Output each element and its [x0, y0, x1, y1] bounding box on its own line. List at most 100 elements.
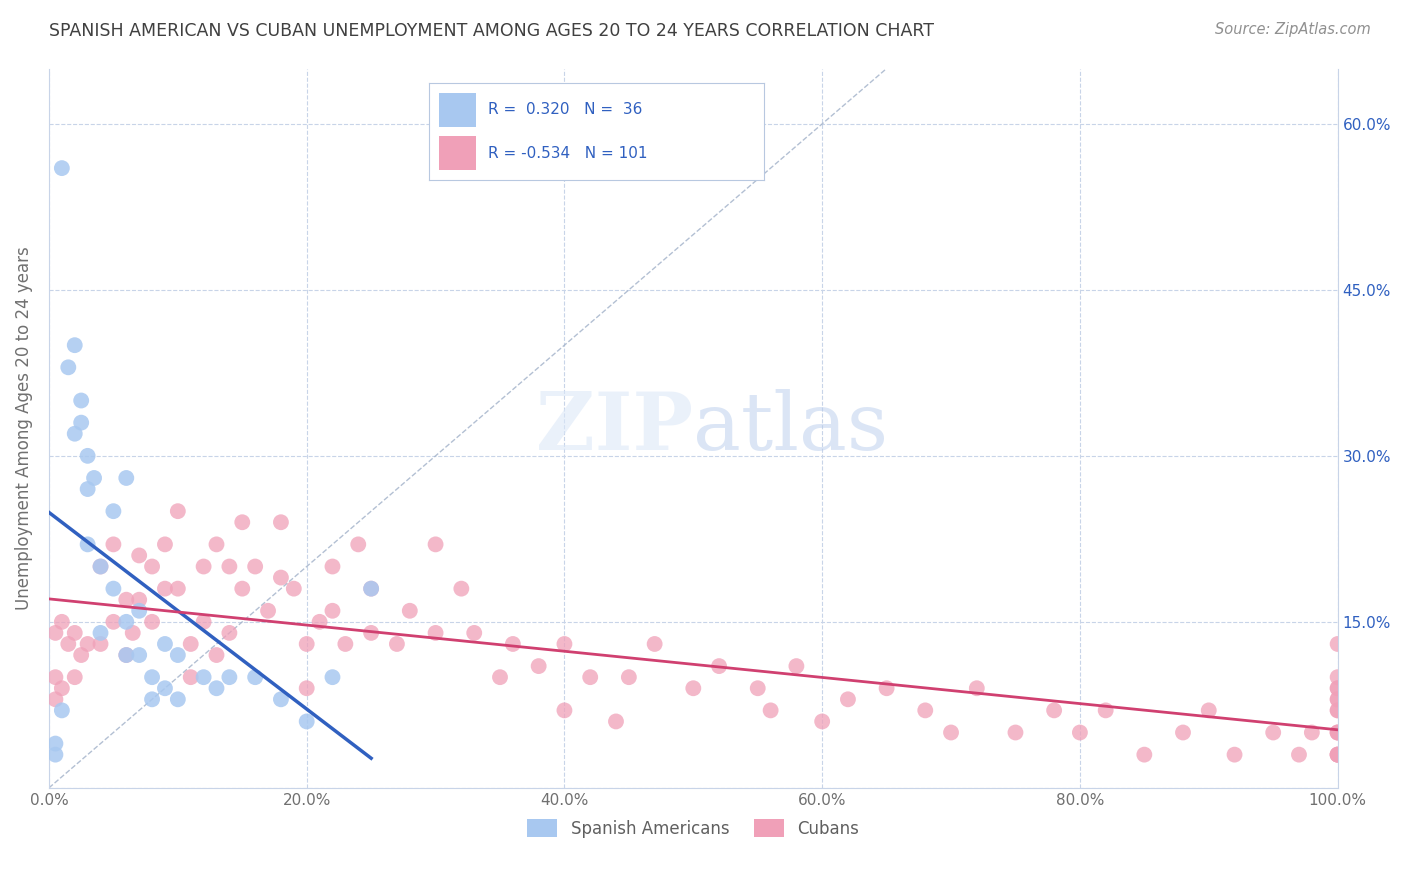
Point: [1326, 692, 1348, 706]
Point: [76, 537, 98, 551]
Point: [579, 670, 602, 684]
Point: [811, 714, 834, 729]
Point: [44, 626, 66, 640]
Point: [553, 703, 575, 717]
Point: [70, 416, 93, 430]
Point: [153, 681, 176, 696]
Point: [243, 670, 266, 684]
Point: [283, 582, 305, 596]
Point: [180, 637, 202, 651]
Point: [44, 670, 66, 684]
Point: [876, 681, 898, 696]
Point: [295, 637, 318, 651]
Point: [270, 571, 292, 585]
Point: [63, 626, 86, 640]
Point: [243, 559, 266, 574]
Point: [58, 637, 80, 651]
Point: [205, 681, 228, 696]
Point: [257, 604, 280, 618]
Point: [58, 360, 80, 375]
Point: [295, 714, 318, 729]
Point: [1326, 747, 1348, 762]
Point: [1326, 703, 1348, 717]
Point: [425, 626, 447, 640]
Point: [295, 681, 318, 696]
Point: [51, 615, 73, 629]
Point: [166, 648, 188, 662]
Point: [141, 670, 163, 684]
Point: [1171, 725, 1194, 739]
Point: [527, 659, 550, 673]
Point: [321, 604, 343, 618]
Text: atlas: atlas: [693, 389, 889, 467]
Point: [205, 648, 228, 662]
Point: [115, 648, 138, 662]
Point: [360, 582, 382, 596]
Text: SPANISH AMERICAN VS CUBAN UNEMPLOYMENT AMONG AGES 20 TO 24 YEARS CORRELATION CHA: SPANISH AMERICAN VS CUBAN UNEMPLOYMENT A…: [49, 22, 934, 40]
Point: [1198, 703, 1220, 717]
Point: [128, 549, 150, 563]
Point: [1133, 747, 1156, 762]
Point: [682, 681, 704, 696]
Point: [115, 648, 138, 662]
Point: [966, 681, 988, 696]
Point: [166, 692, 188, 706]
Point: [360, 582, 382, 596]
Point: [70, 648, 93, 662]
Point: [115, 615, 138, 629]
Point: [270, 692, 292, 706]
Point: [76, 482, 98, 496]
Point: [141, 615, 163, 629]
Y-axis label: Unemployment Among Ages 20 to 24 years: Unemployment Among Ages 20 to 24 years: [15, 246, 32, 610]
Point: [193, 615, 215, 629]
Point: [1326, 725, 1348, 739]
Point: [837, 692, 859, 706]
Point: [1326, 637, 1348, 651]
Point: [398, 604, 420, 618]
Point: [1094, 703, 1116, 717]
Point: [605, 714, 627, 729]
Point: [89, 559, 111, 574]
Point: [103, 615, 125, 629]
Text: ZIP: ZIP: [536, 389, 693, 467]
Point: [1223, 747, 1246, 762]
Point: [308, 615, 330, 629]
Point: [1288, 747, 1310, 762]
Point: [450, 582, 472, 596]
Point: [321, 559, 343, 574]
Point: [1326, 725, 1348, 739]
Text: Source: ZipAtlas.com: Source: ZipAtlas.com: [1215, 22, 1371, 37]
Point: [51, 681, 73, 696]
Point: [128, 604, 150, 618]
Point: [103, 537, 125, 551]
Point: [89, 626, 111, 640]
Point: [218, 670, 240, 684]
Point: [44, 747, 66, 762]
Point: [321, 670, 343, 684]
Point: [89, 637, 111, 651]
Point: [193, 559, 215, 574]
Point: [1069, 725, 1091, 739]
Point: [1043, 703, 1066, 717]
Point: [63, 338, 86, 352]
Point: [128, 592, 150, 607]
Point: [1326, 747, 1348, 762]
Point: [218, 626, 240, 640]
Legend: Spanish Americans, Cubans: Spanish Americans, Cubans: [520, 813, 866, 844]
Point: [44, 737, 66, 751]
Point: [166, 504, 188, 518]
Point: [76, 637, 98, 651]
Point: [83, 471, 105, 485]
Point: [1326, 747, 1348, 762]
Point: [1326, 703, 1348, 717]
Point: [121, 626, 143, 640]
Point: [707, 659, 730, 673]
Point: [1326, 747, 1348, 762]
Point: [1326, 692, 1348, 706]
Point: [425, 537, 447, 551]
Point: [644, 637, 666, 651]
Point: [51, 161, 73, 175]
Point: [489, 670, 512, 684]
Point: [180, 670, 202, 684]
Point: [89, 559, 111, 574]
